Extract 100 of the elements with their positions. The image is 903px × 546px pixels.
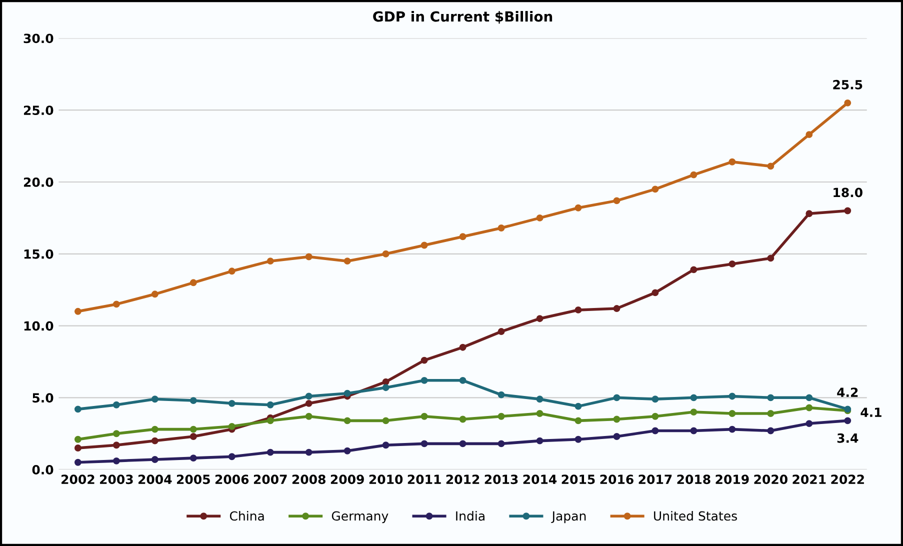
- point: [806, 394, 813, 402]
- point: [498, 328, 505, 336]
- point: [574, 306, 582, 314]
- point: [652, 396, 659, 403]
- point: [652, 289, 659, 296]
- point: [728, 158, 736, 166]
- point: [344, 417, 351, 424]
- point: [536, 315, 544, 322]
- point: [767, 427, 774, 434]
- point: [536, 396, 544, 403]
- x-tick-label: 2007: [254, 474, 287, 484]
- point: [806, 420, 813, 428]
- point: [305, 253, 312, 260]
- point: [728, 260, 736, 268]
- point: [613, 305, 620, 312]
- x-tick-label: 2013: [484, 474, 518, 484]
- x-tick-label: 2012: [446, 474, 480, 484]
- data-label: 18.0: [834, 188, 862, 198]
- x-tick-label: 2016: [600, 474, 634, 484]
- y-tick-label: 0.0: [32, 465, 54, 474]
- point: [767, 410, 774, 417]
- x-tick-label: 2014: [523, 474, 557, 484]
- y-tick-label: 15.0: [24, 249, 54, 259]
- point: [112, 300, 120, 308]
- point: [498, 412, 505, 420]
- point: [74, 436, 82, 443]
- point: [382, 384, 390, 392]
- point: [613, 394, 620, 402]
- point: [344, 390, 351, 397]
- legend-label: Germany: [332, 511, 388, 524]
- x-tick-label: 2006: [215, 474, 249, 484]
- point: [728, 392, 736, 400]
- point: [767, 254, 774, 262]
- point: [690, 171, 698, 178]
- point: [536, 437, 544, 444]
- y-tick-label: 20.0: [24, 177, 54, 187]
- point: [151, 437, 158, 444]
- legend-label: India: [456, 511, 484, 521]
- point: [151, 290, 158, 298]
- x-tick-label: 2021: [792, 474, 826, 484]
- point: [420, 242, 428, 249]
- point: [459, 344, 466, 351]
- point: [228, 268, 236, 275]
- point: [652, 427, 659, 434]
- point: [382, 442, 390, 449]
- x-tick-label: 2022: [831, 474, 864, 484]
- point: [613, 197, 620, 204]
- point: [574, 417, 582, 424]
- x-tick-label: 2015: [562, 474, 595, 484]
- x-tick-label: 2018: [677, 474, 710, 484]
- point: [344, 258, 351, 265]
- x-tick-label: 2003: [100, 474, 133, 484]
- point: [74, 444, 82, 452]
- point: [420, 376, 428, 384]
- point: [728, 410, 736, 417]
- point: [420, 440, 428, 448]
- x-tick-label: 2002: [62, 474, 94, 484]
- point: [498, 224, 505, 232]
- point: [574, 436, 582, 443]
- data-label: 3.4: [837, 433, 858, 443]
- x-tick-label: 2020: [754, 474, 788, 484]
- point: [190, 397, 197, 404]
- point: [728, 426, 736, 433]
- point: [266, 448, 274, 456]
- y-tick-label: 25.0: [24, 106, 54, 116]
- point: [266, 417, 274, 424]
- x-tick-label: 2005: [176, 474, 210, 484]
- point: [112, 442, 120, 449]
- point: [74, 308, 82, 315]
- point: [459, 233, 466, 240]
- point: [806, 404, 813, 412]
- point: [228, 400, 236, 407]
- point: [690, 266, 698, 274]
- point: [266, 401, 274, 408]
- y-tick-label: 5.0: [32, 393, 54, 403]
- x-tick-label: 2009: [330, 474, 364, 484]
- point: [190, 433, 197, 440]
- point: [806, 210, 813, 218]
- point: [652, 412, 659, 420]
- data-label: 25.5: [833, 80, 862, 90]
- chart-title: GDP in Current $Billion: [373, 11, 552, 24]
- point: [151, 426, 158, 433]
- point: [767, 394, 774, 402]
- point: [344, 447, 351, 454]
- data-label: 4.2: [837, 388, 858, 397]
- data-label: 4.1: [860, 408, 882, 417]
- point: [151, 396, 158, 403]
- point: [382, 417, 390, 424]
- point: [151, 456, 158, 463]
- point: [228, 422, 236, 430]
- point: [420, 356, 428, 364]
- point: [74, 458, 82, 466]
- point: [498, 391, 505, 398]
- point: [228, 453, 236, 460]
- point: [112, 457, 120, 464]
- point: [190, 454, 197, 462]
- point: [190, 426, 197, 433]
- x-tick-label: 2010: [369, 474, 403, 484]
- legend-label: United States: [654, 511, 737, 521]
- point: [652, 186, 659, 193]
